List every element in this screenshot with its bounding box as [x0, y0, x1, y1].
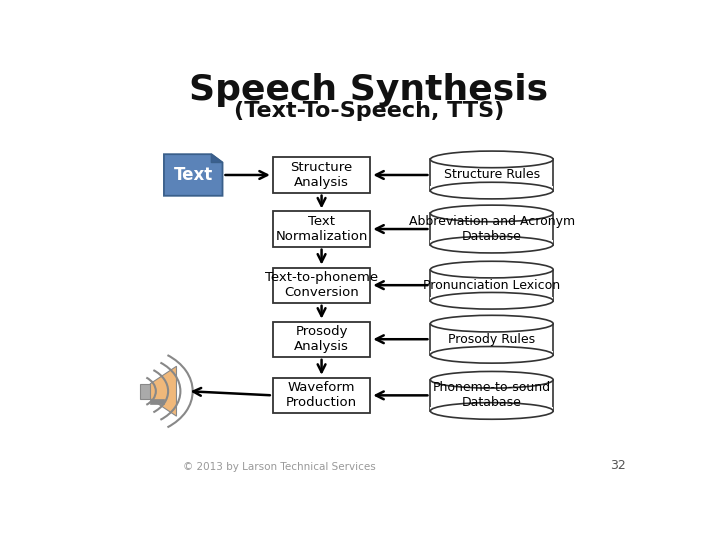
Text: Abbreviation and Acronym
Database: Abbreviation and Acronym Database	[409, 215, 575, 243]
Bar	[273, 321, 370, 357]
Bar	[431, 380, 553, 411]
Text: Prosody
Analysis: Prosody Analysis	[294, 325, 349, 353]
Bar	[273, 157, 370, 193]
Bar	[273, 377, 370, 413]
Text: (Text-To-Speech, TTS): (Text-To-Speech, TTS)	[234, 102, 504, 122]
Text: Text
Normalization: Text Normalization	[275, 215, 368, 243]
Text: Pronunciation Lexicon: Pronunciation Lexicon	[423, 279, 560, 292]
Bar	[431, 159, 553, 191]
Ellipse shape	[431, 293, 553, 309]
Bar	[431, 213, 553, 245]
Ellipse shape	[431, 315, 553, 332]
Ellipse shape	[431, 372, 553, 388]
Text: Phoneme-to-sound
Database: Phoneme-to-sound Database	[433, 381, 551, 409]
Text: Structure Rules: Structure Rules	[444, 168, 540, 181]
Polygon shape	[164, 154, 222, 196]
Bar	[431, 186, 553, 195]
Ellipse shape	[431, 183, 553, 199]
Bar	[150, 399, 164, 404]
Ellipse shape	[431, 205, 553, 222]
Text: Waveform
Production: Waveform Production	[286, 381, 357, 409]
Bar	[431, 296, 553, 305]
Bar	[431, 240, 553, 249]
Text: Text: Text	[174, 166, 213, 184]
Bar	[431, 323, 553, 355]
Bar	[140, 384, 150, 399]
Bar	[273, 211, 370, 247]
Bar	[431, 350, 553, 359]
Text: Structure
Analysis: Structure Analysis	[290, 161, 353, 189]
Ellipse shape	[431, 403, 553, 419]
Polygon shape	[212, 154, 222, 163]
Text: Prosody Rules: Prosody Rules	[448, 333, 536, 346]
Bar	[431, 269, 553, 301]
Bar	[273, 267, 370, 303]
Text: © 2013 by Larson Technical Services: © 2013 by Larson Technical Services	[184, 462, 376, 472]
Text: Speech Synthesis: Speech Synthesis	[189, 73, 549, 107]
Ellipse shape	[431, 151, 553, 168]
Text: 32: 32	[610, 460, 626, 472]
Ellipse shape	[431, 347, 553, 363]
Bar	[431, 407, 553, 415]
Polygon shape	[150, 366, 176, 416]
Ellipse shape	[431, 261, 553, 278]
Text: Text-to-phoneme
Conversion: Text-to-phoneme Conversion	[265, 271, 378, 299]
Ellipse shape	[431, 237, 553, 253]
